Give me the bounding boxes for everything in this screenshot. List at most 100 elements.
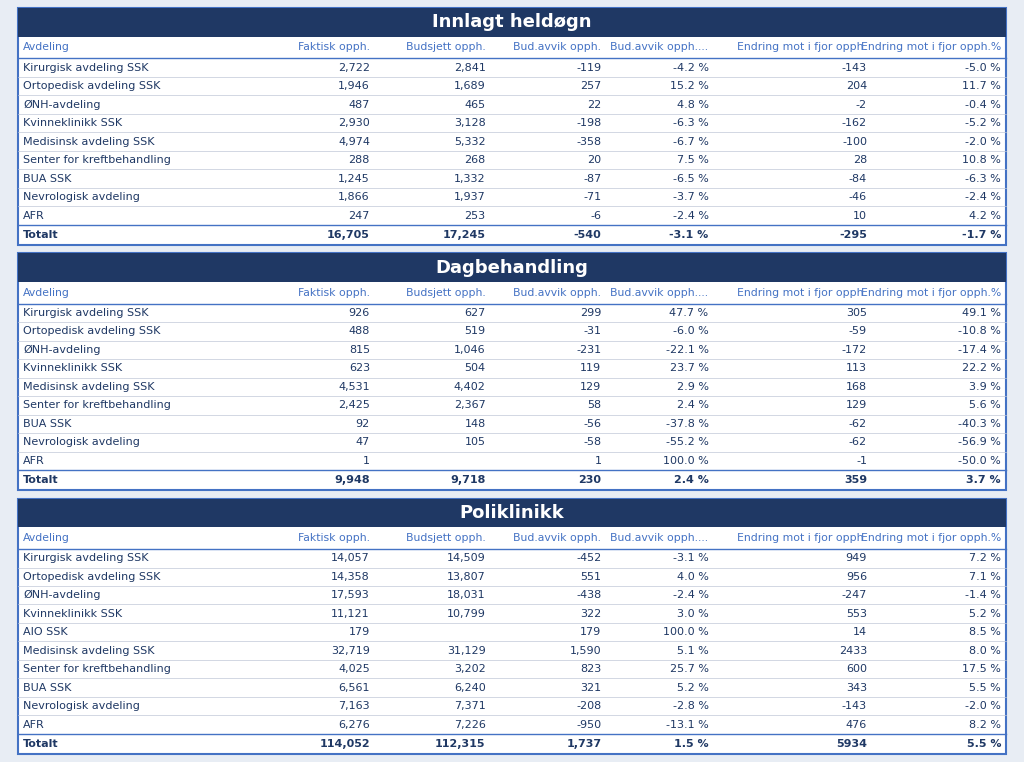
Text: 3,202: 3,202 — [454, 664, 485, 674]
Text: 100.0 %: 100.0 % — [663, 456, 709, 466]
Text: ØNH-avdeling: ØNH-avdeling — [23, 100, 100, 110]
Text: 10.8 %: 10.8 % — [963, 155, 1001, 165]
Text: 1,590: 1,590 — [569, 645, 601, 655]
Text: 47: 47 — [355, 437, 370, 447]
Text: 487: 487 — [348, 100, 370, 110]
Text: -1: -1 — [856, 456, 867, 466]
Text: 5.5 %: 5.5 % — [970, 683, 1001, 693]
Text: -231: -231 — [577, 345, 601, 355]
Text: -950: -950 — [577, 719, 601, 729]
Bar — [18, 8, 1006, 37]
Text: 7.2 %: 7.2 % — [969, 553, 1001, 563]
Text: 113: 113 — [846, 363, 867, 373]
Text: -2.0 %: -2.0 % — [966, 701, 1001, 711]
Text: -84: -84 — [849, 174, 867, 184]
Text: Endring mot i fjor opph.%: Endring mot i fjor opph.% — [861, 288, 1001, 298]
Text: 247: 247 — [348, 210, 370, 220]
Text: Senter for kreftbehandling: Senter for kreftbehandling — [23, 400, 171, 411]
Text: Kirurgisk avdeling SSK: Kirurgisk avdeling SSK — [23, 553, 148, 563]
Text: 4,025: 4,025 — [338, 664, 370, 674]
Text: Endring mot i fjor opph.: Endring mot i fjor opph. — [737, 43, 867, 53]
Text: -162: -162 — [842, 118, 867, 128]
Text: 15.2 %: 15.2 % — [670, 81, 709, 91]
Text: -58: -58 — [584, 437, 601, 447]
Text: 553: 553 — [846, 609, 867, 619]
Text: 8.0 %: 8.0 % — [969, 645, 1001, 655]
Text: Nevrologisk avdeling: Nevrologisk avdeling — [23, 437, 140, 447]
Text: -2.0 %: -2.0 % — [966, 136, 1001, 146]
Text: -3.7 %: -3.7 % — [673, 192, 709, 202]
Text: BUA SSK: BUA SSK — [23, 683, 72, 693]
Text: Innlagt heldøgn: Innlagt heldøgn — [432, 13, 592, 31]
Text: 956: 956 — [846, 572, 867, 581]
Text: -56: -56 — [584, 419, 601, 429]
Text: 4,531: 4,531 — [338, 382, 370, 392]
Text: AFR: AFR — [23, 456, 45, 466]
Text: -55.2 %: -55.2 % — [666, 437, 709, 447]
Text: 28: 28 — [853, 155, 867, 165]
Text: -13.1 %: -13.1 % — [666, 719, 709, 729]
Text: 1,937: 1,937 — [454, 192, 485, 202]
Text: 10,799: 10,799 — [446, 609, 485, 619]
Text: -295: -295 — [839, 230, 867, 240]
Text: -358: -358 — [577, 136, 601, 146]
Text: 204: 204 — [846, 81, 867, 91]
Text: -208: -208 — [577, 701, 601, 711]
Text: -17.4 %: -17.4 % — [958, 345, 1001, 355]
Text: -5.0 %: -5.0 % — [966, 62, 1001, 72]
Text: 1,332: 1,332 — [454, 174, 485, 184]
Text: -6.7 %: -6.7 % — [673, 136, 709, 146]
Text: Bud.avvik opph.: Bud.avvik opph. — [513, 43, 601, 53]
Text: -119: -119 — [577, 62, 601, 72]
Text: Bud.avvik opph.: Bud.avvik opph. — [513, 288, 601, 298]
Text: 168: 168 — [846, 382, 867, 392]
Text: 2,425: 2,425 — [338, 400, 370, 411]
Text: ØNH-avdeling: ØNH-avdeling — [23, 345, 100, 355]
Text: 288: 288 — [348, 155, 370, 165]
Text: 148: 148 — [465, 419, 485, 429]
Text: 32,719: 32,719 — [331, 645, 370, 655]
Text: 129: 129 — [846, 400, 867, 411]
Text: 11,121: 11,121 — [332, 609, 370, 619]
Bar — [18, 498, 1006, 527]
Text: 100.0 %: 100.0 % — [663, 627, 709, 637]
Text: 2.4 %: 2.4 % — [677, 400, 709, 411]
Text: -1.4 %: -1.4 % — [966, 591, 1001, 600]
Text: 299: 299 — [580, 308, 601, 318]
Text: -37.8 %: -37.8 % — [666, 419, 709, 429]
Text: 49.1 %: 49.1 % — [962, 308, 1001, 318]
Text: 4.8 %: 4.8 % — [677, 100, 709, 110]
Text: 6,561: 6,561 — [339, 683, 370, 693]
Text: 322: 322 — [581, 609, 601, 619]
Text: 504: 504 — [465, 363, 485, 373]
Text: Kvinneklinikk SSK: Kvinneklinikk SSK — [23, 363, 122, 373]
Text: 5934: 5934 — [836, 739, 867, 749]
Text: 5.5 %: 5.5 % — [967, 739, 1001, 749]
Text: 2,930: 2,930 — [338, 118, 370, 128]
Text: 114,052: 114,052 — [319, 739, 370, 749]
Text: AFR: AFR — [23, 719, 45, 729]
Text: Budsjett opph.: Budsjett opph. — [406, 533, 485, 543]
Text: 22.2 %: 22.2 % — [962, 363, 1001, 373]
Text: 551: 551 — [581, 572, 601, 581]
Text: 2,841: 2,841 — [454, 62, 485, 72]
Text: 129: 129 — [581, 382, 601, 392]
Text: Budsjett opph.: Budsjett opph. — [406, 43, 485, 53]
Text: Endring mot i fjor opph.: Endring mot i fjor opph. — [737, 288, 867, 298]
Text: Ortopedisk avdeling SSK: Ortopedisk avdeling SSK — [23, 572, 161, 581]
Text: 6,276: 6,276 — [338, 719, 370, 729]
Text: -3.1 %: -3.1 % — [673, 553, 709, 563]
Text: -50.0 %: -50.0 % — [958, 456, 1001, 466]
Text: Bud.avvik opph....: Bud.avvik opph.... — [610, 533, 709, 543]
Text: 257: 257 — [581, 81, 601, 91]
Text: 5.2 %: 5.2 % — [677, 683, 709, 693]
Text: -143: -143 — [842, 62, 867, 72]
Text: Medisinsk avdeling SSK: Medisinsk avdeling SSK — [23, 382, 155, 392]
Text: 488: 488 — [348, 326, 370, 337]
Text: 3.7 %: 3.7 % — [967, 475, 1001, 485]
Text: -540: -540 — [573, 230, 601, 240]
Text: Nevrologisk avdeling: Nevrologisk avdeling — [23, 192, 140, 202]
Bar — [18, 253, 1006, 490]
Text: 18,031: 18,031 — [447, 591, 485, 600]
Text: Kvinneklinikk SSK: Kvinneklinikk SSK — [23, 609, 122, 619]
